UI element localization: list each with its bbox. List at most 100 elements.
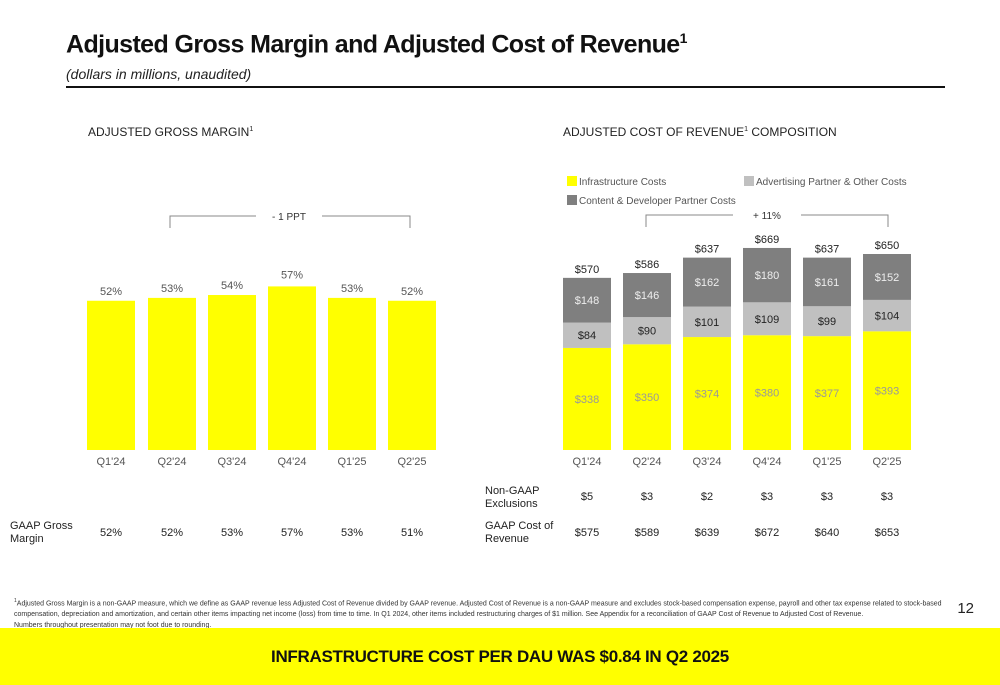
left-section-title: ADJUSTED GROSS MARGIN1 xyxy=(88,125,254,139)
page-number: 12 xyxy=(957,600,974,617)
cost-bar-segment xyxy=(863,299,911,332)
margin-label: 54% xyxy=(221,280,243,292)
cost-bar-segment xyxy=(623,344,671,450)
x-tick-label: Q1'24 xyxy=(96,456,125,468)
charts: 52% Q1'24 53% Q2'24 54% Q3'24 57% Q4'24 53% Q1'25… xyxy=(87,176,911,468)
margin-label: 53% xyxy=(161,283,183,295)
segment-label: $180 xyxy=(755,270,779,282)
segment-label: $152 xyxy=(875,272,899,284)
segment-label: $380 xyxy=(755,388,779,400)
cost-bar-segment xyxy=(743,247,791,303)
cost-bar-segment xyxy=(803,306,851,337)
gaap-cost-of-revenue-value: $653 xyxy=(874,527,900,539)
non-gaap-exclusions-value: $5 xyxy=(580,491,594,503)
x-tick-label: Q2'24 xyxy=(157,456,186,468)
x-tick-label: Q1'25 xyxy=(812,456,841,468)
segment-label: $377 xyxy=(815,388,839,400)
cost-bar-segment xyxy=(563,277,611,323)
page-subtitle: (dollars in millions, unaudited) xyxy=(66,66,252,82)
legend-label: Advertising Partner & Other Costs xyxy=(756,177,907,188)
x-tick-label: Q1'25 xyxy=(337,456,366,468)
total-label: $669 xyxy=(755,234,779,246)
total-label: $570 xyxy=(575,264,599,276)
gaap-gross-margin-value: 52% xyxy=(99,527,123,539)
legend-swatch xyxy=(567,176,577,186)
margin-bar xyxy=(328,297,376,450)
gaap-cost-of-revenue-value: $672 xyxy=(754,527,780,539)
total-label: $650 xyxy=(875,240,899,252)
gaap-cost-of-revenue-value: $589 xyxy=(634,527,660,539)
gaap-gross-margin-label: GAAP Gross Margin xyxy=(10,520,73,545)
margin-bar xyxy=(388,300,436,450)
gaap-gross-margin-value: 51% xyxy=(400,527,424,539)
margin-bar xyxy=(87,300,135,450)
legend-swatch xyxy=(744,176,754,186)
cost-bar-segment xyxy=(683,306,731,338)
segment-label: $109 xyxy=(755,314,779,326)
gaap-gross-margin-value: 57% xyxy=(280,527,304,539)
cost-bar-segment xyxy=(683,337,731,450)
bracket xyxy=(169,215,411,228)
margin-bar xyxy=(208,295,256,450)
gaap-cost-of-revenue-value: $640 xyxy=(814,527,840,539)
legend-label: Content & Developer Partner Costs xyxy=(579,196,736,207)
margin-bar xyxy=(268,286,316,450)
segment-label: $146 xyxy=(635,290,659,302)
x-tick-label: Q2'25 xyxy=(872,456,901,468)
segment-label: $99 xyxy=(818,316,836,328)
margin-label: 57% xyxy=(281,269,303,281)
total-label: $637 xyxy=(695,244,719,256)
total-label: $637 xyxy=(815,244,839,256)
non-gaap-exclusions-label: Non-GAAP Exclusions xyxy=(485,485,540,510)
cost-bar-segment xyxy=(563,347,611,450)
cost-bar-segment xyxy=(623,273,671,318)
page-title: Adjusted Gross Margin and Adjusted Cost … xyxy=(66,30,687,59)
x-tick-label: Q2'25 xyxy=(397,456,426,468)
segment-label: $101 xyxy=(695,317,719,329)
legend-label: Infrastructure Costs xyxy=(579,177,666,188)
margin-label: 52% xyxy=(401,286,423,298)
bracket-annotation: + 11% xyxy=(753,211,781,222)
cost-bar-segment xyxy=(863,254,911,300)
gaap-cost-of-revenue-value: $639 xyxy=(694,527,720,539)
x-tick-label: Q4'24 xyxy=(277,456,306,468)
segment-label: $350 xyxy=(635,392,659,404)
cost-bar-segment xyxy=(563,322,611,348)
gaap-gross-margin-value: 52% xyxy=(160,527,184,539)
legend-swatch xyxy=(567,195,577,205)
segment-label: $104 xyxy=(875,311,899,323)
segment-label: $90 xyxy=(638,326,656,338)
cost-bar-segment xyxy=(743,335,791,450)
segment-label: $393 xyxy=(875,386,899,398)
bracket-annotation: - 1 PPT xyxy=(272,212,306,223)
footnote: 1Adjusted Gross Margin is a non-GAAP mea… xyxy=(14,598,942,630)
non-gaap-exclusions-value: $2 xyxy=(700,491,714,503)
total-label: $586 xyxy=(635,259,659,271)
cost-bar-segment xyxy=(863,331,911,450)
cost-bar-segment xyxy=(803,336,851,450)
cost-bar-segment xyxy=(743,302,791,336)
segment-label: $374 xyxy=(695,389,719,401)
gaap-cost-of-revenue-value: $575 xyxy=(574,527,600,539)
non-gaap-exclusions-value: $3 xyxy=(640,491,654,503)
x-tick-label: Q3'24 xyxy=(692,456,721,468)
non-gaap-exclusions-value: $3 xyxy=(820,491,834,503)
segment-label: $162 xyxy=(695,277,719,289)
segment-label: $148 xyxy=(575,295,599,307)
x-tick-label: Q1'24 xyxy=(572,456,601,468)
margin-label: 53% xyxy=(341,283,363,295)
x-tick-label: Q3'24 xyxy=(217,456,246,468)
x-tick-label: Q2'24 xyxy=(632,456,661,468)
bracket xyxy=(645,214,889,227)
margin-label: 52% xyxy=(100,286,122,298)
gaap-gross-margin-value: 53% xyxy=(340,527,364,539)
highlight-banner: INFRASTRUCTURE COST PER DAU WAS $0.84 IN… xyxy=(0,628,1000,685)
x-tick-label: Q4'24 xyxy=(752,456,781,468)
gaap-cost-of-revenue-label: GAAP Cost of Revenue xyxy=(485,520,554,545)
segment-label: $338 xyxy=(575,394,599,406)
segment-label: $84 xyxy=(578,330,596,342)
non-gaap-exclusions-value: $3 xyxy=(760,491,774,503)
cost-bar-segment xyxy=(623,317,671,345)
title-divider xyxy=(66,86,945,88)
segment-label: $161 xyxy=(815,277,839,289)
